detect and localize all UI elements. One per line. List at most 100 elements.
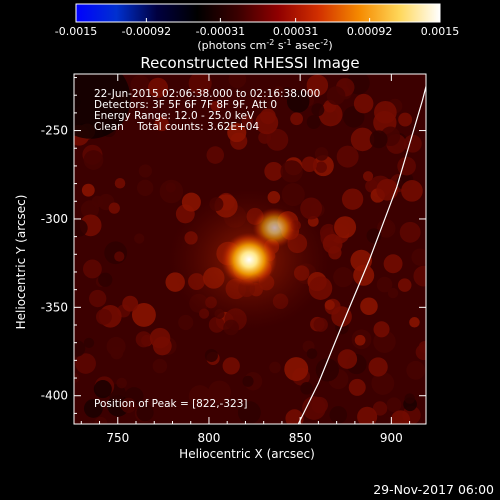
colorbar [75, 3, 441, 23]
texture-blob [281, 87, 293, 99]
solar-limb-line [297, 86, 426, 424]
texture-blob [371, 371, 395, 395]
texture-blob [387, 287, 399, 299]
texture-blob [98, 272, 113, 287]
texture-blob [337, 349, 358, 369]
texture-blob [104, 241, 128, 265]
texture-blob [258, 130, 272, 144]
colorbar-tick-label: -0.00031 [196, 25, 245, 38]
texture-blob [373, 321, 390, 338]
texture-blob [242, 375, 254, 387]
colorbar-tick-label: 0.00031 [273, 25, 319, 38]
texture-blob [354, 334, 366, 346]
texture-blob [138, 164, 153, 178]
texture-blob [314, 147, 329, 161]
texture-blob [241, 114, 254, 127]
image-sources [169, 189, 330, 330]
texture-blob [114, 177, 126, 189]
texture-blob [222, 357, 240, 375]
y-tick-label: -250 [41, 124, 68, 138]
colorbar-units: (photons cm-2 s-1 asec-2) [197, 38, 332, 52]
texture-blob [333, 267, 354, 288]
texture-blob [266, 128, 289, 151]
x-tick-label: 750 [106, 431, 129, 445]
texture-blob [399, 221, 421, 243]
texture-blob [397, 278, 412, 292]
date-stamp: 29-Nov-2017 06:00 [373, 482, 494, 497]
texture-blob [341, 188, 364, 210]
plot-frame [73, 73, 427, 425]
y-tick-label: -300 [41, 212, 68, 226]
texture-blob [306, 74, 329, 97]
texture-blob [406, 360, 426, 380]
colorbar-tick-label: -0.00092 [122, 25, 171, 38]
texture-blob [273, 85, 284, 97]
texture-blob [88, 289, 107, 308]
texture-blob [135, 331, 152, 348]
texture-blob [204, 349, 218, 363]
chart-title: Reconstructed RHESSI Image [140, 54, 359, 72]
texture-blob [376, 178, 399, 201]
peak-position-label: Position of Peak = [822,-323] [94, 398, 248, 410]
texture-blob [188, 385, 212, 408]
texture-blob [409, 317, 420, 328]
texture-blob [415, 344, 426, 361]
texture-blob [134, 233, 145, 244]
texture-blob [411, 248, 426, 266]
texture-blob [398, 112, 413, 127]
texture-blob [369, 130, 388, 149]
texture-blob [122, 295, 139, 312]
texture-blob [413, 265, 426, 287]
texture-blob [401, 180, 423, 202]
x-axis-label: Heliocentric X (arcsec) [179, 447, 315, 461]
texture-blob [116, 377, 127, 389]
texture-blob [350, 127, 375, 152]
texture-blob [366, 228, 382, 244]
texture-blob [306, 348, 318, 359]
image-texture [74, 74, 426, 424]
info-clean-counts: Clean Total counts: 3.62E+04 [94, 121, 259, 133]
texture-blob [83, 337, 95, 349]
texture-blob [357, 406, 378, 424]
texture-blob [210, 101, 221, 112]
texture-blob [397, 156, 416, 176]
texture-blob [313, 317, 328, 332]
texture-blob [255, 111, 279, 135]
texture-blob [227, 123, 247, 143]
texture-blob [81, 183, 95, 197]
texture-blob [149, 327, 171, 349]
texture-blob [301, 156, 318, 172]
texture-blob [284, 357, 309, 382]
colorbar-units-part: -1 [284, 38, 292, 47]
texture-blob [114, 251, 125, 262]
texture-blob [334, 216, 357, 239]
texture-blob [74, 219, 88, 237]
colorbar-units-part: -2 [266, 38, 274, 47]
texture-blob [206, 146, 225, 164]
texture-blob [93, 380, 112, 399]
texture-blob [136, 404, 154, 422]
axis-ticks: 750 800 850 900 -250 -300 -350 -400 [41, 74, 426, 445]
texture-blob [290, 112, 304, 126]
texture-blob [208, 380, 232, 404]
texture-blob [108, 202, 120, 214]
texture-blob [159, 179, 184, 204]
texture-blob [329, 406, 348, 424]
texture-blob [324, 299, 335, 311]
texture-blob [302, 396, 326, 420]
texture-blob [152, 358, 168, 374]
texture-blob [83, 399, 103, 418]
texture-blob [348, 378, 366, 396]
texture-blob [178, 314, 194, 331]
info-time-range: 22-Jun-2015 02:06:38.000 to 02:16:38.000 [94, 88, 320, 100]
texture-blob [372, 401, 388, 416]
colorbar-tick-label: -0.0015 [55, 25, 97, 38]
texture-blob [403, 134, 422, 153]
dark-corner [74, 74, 131, 139]
texture-blob [228, 74, 247, 89]
texture-blob [285, 409, 304, 424]
colorbar-units-part: ) [328, 39, 332, 52]
texture-blob [131, 302, 156, 327]
texture-blob [360, 297, 378, 316]
